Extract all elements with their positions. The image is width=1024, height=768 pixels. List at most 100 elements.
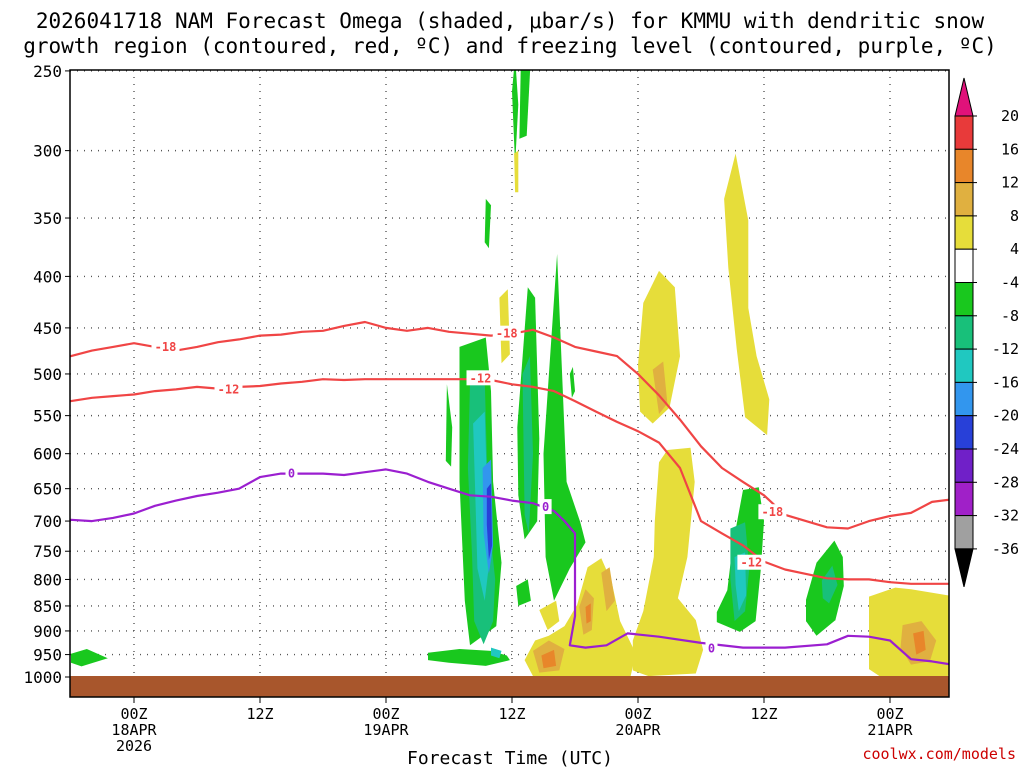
contour-label-bg bbox=[705, 640, 718, 656]
colorbar-bin bbox=[954, 248, 974, 283]
contour-label-bg bbox=[151, 338, 180, 354]
contour-label: -18 bbox=[496, 327, 518, 341]
contour-label-bg bbox=[737, 554, 766, 570]
x-tick-label: 00Z bbox=[624, 705, 651, 723]
x-axis-title: Forecast Time (UTC) bbox=[407, 748, 613, 768]
x-tick-label: 12Z bbox=[750, 705, 777, 723]
y-tick-label: 550 bbox=[33, 407, 62, 426]
omega-region bbox=[512, 70, 519, 165]
omega-region bbox=[632, 447, 704, 677]
colorbar-bin bbox=[954, 315, 974, 350]
x-tick-label: 00Z bbox=[876, 705, 903, 723]
colorbar-bin bbox=[954, 282, 974, 317]
colorbar-tick-label: 4 bbox=[1010, 240, 1019, 258]
colorbar-bin bbox=[954, 515, 974, 550]
contour-label: 0 bbox=[708, 642, 715, 656]
x-tick-label: 12Z bbox=[498, 705, 525, 723]
omega-region bbox=[445, 384, 453, 467]
omega-region bbox=[585, 603, 591, 624]
colorbar-bin bbox=[954, 348, 974, 383]
colorbar-tick-label: 12 bbox=[1001, 174, 1019, 192]
colorbar-bin bbox=[954, 481, 974, 517]
colorbar-bin bbox=[954, 148, 974, 184]
contour-label: -12 bbox=[218, 382, 240, 396]
y-tick-label: 650 bbox=[33, 480, 62, 499]
plot-area: -18 -18 -18 -12 -12 -12 0 0 0 bbox=[69, 69, 950, 698]
y-tick-label: 800 bbox=[33, 570, 62, 589]
colorbar-tick-label: 8 bbox=[1010, 207, 1019, 225]
colorbar-bin bbox=[954, 381, 974, 417]
omega-region bbox=[486, 483, 493, 560]
colorbar-tick-label: -20 bbox=[992, 407, 1019, 425]
contour-label-bg bbox=[492, 325, 521, 341]
colorbar-tick-label: -24 bbox=[992, 440, 1019, 458]
colorbar-bin bbox=[954, 215, 974, 250]
x-tick-label: 2026 bbox=[116, 737, 152, 755]
y-tick-label: 900 bbox=[33, 622, 62, 641]
terrain-ground bbox=[70, 676, 949, 697]
omega-region bbox=[541, 649, 557, 669]
colorbar-top-arrow bbox=[954, 77, 974, 117]
colorbar-bin bbox=[954, 448, 974, 483]
omega-region bbox=[543, 254, 586, 601]
contour-label: -12 bbox=[741, 556, 763, 570]
y-tick-label: 850 bbox=[33, 597, 62, 616]
colorbar-bin bbox=[954, 182, 974, 217]
omega-region bbox=[516, 579, 531, 606]
omega-region bbox=[569, 366, 575, 398]
contour-label: -18 bbox=[762, 505, 784, 519]
y-tick-label: 500 bbox=[33, 365, 62, 384]
chart-title: 2026041718 NAM Forecast Omega (shaded, μ… bbox=[23, 9, 997, 58]
omega-region bbox=[484, 198, 491, 249]
contour-label: 0 bbox=[288, 467, 295, 481]
contours: -18 -18 -18 -12 -12 -12 0 0 0 bbox=[70, 320, 949, 666]
contour-label-bg bbox=[539, 499, 552, 515]
contour-line bbox=[70, 468, 949, 666]
omega-region bbox=[913, 630, 926, 655]
chart-title-line-2: growth region (contoured, red, ºC) and f… bbox=[23, 34, 997, 58]
x-tick-label: 00Z bbox=[372, 705, 399, 723]
colorbar-tick-label: -16 bbox=[992, 373, 1019, 391]
contour-label-bg bbox=[285, 465, 298, 481]
contour-label-bg bbox=[214, 381, 243, 397]
colorbar-bin bbox=[954, 115, 974, 150]
y-tick-label: 350 bbox=[33, 209, 62, 228]
y-tick-label: 400 bbox=[33, 267, 62, 286]
colorbar-tick-label: -4 bbox=[1001, 274, 1019, 292]
omega-region bbox=[71, 649, 108, 667]
chart-title-line-1: 2026041718 NAM Forecast Omega (shaded, μ… bbox=[36, 9, 985, 33]
contour-label: -12 bbox=[470, 371, 492, 385]
x-tick-label: 21APR bbox=[867, 721, 913, 739]
omega-region bbox=[491, 647, 502, 659]
omega-region bbox=[473, 411, 490, 601]
colorbar-tick-label: -8 bbox=[1001, 307, 1019, 325]
colorbar: 20 16 12 8 4 -4 -8 -12 -16 -20 -24 -28 -32 -36 bbox=[954, 77, 1019, 588]
colorbar-bin bbox=[954, 415, 974, 450]
y-tick-label: 450 bbox=[33, 319, 62, 338]
omega-region bbox=[601, 567, 615, 612]
y-tick-label: 250 bbox=[33, 62, 62, 81]
omega-region bbox=[522, 356, 533, 534]
x-tick-label: 00Z bbox=[120, 705, 147, 723]
x-tick-label: 19APR bbox=[363, 721, 409, 739]
colorbar-tick-label: 16 bbox=[1001, 140, 1019, 158]
colorbar-tick-label: 20 bbox=[1001, 107, 1019, 125]
omega-region bbox=[514, 150, 519, 193]
colorbar-tick-label: -12 bbox=[992, 340, 1019, 358]
omega-region bbox=[724, 153, 770, 436]
x-tick-label: 20APR bbox=[615, 721, 661, 739]
omega-region bbox=[519, 70, 531, 139]
colorbar-bottom-arrow bbox=[954, 548, 974, 588]
colorbar-tick-label: -32 bbox=[992, 507, 1019, 525]
contour-label: 0 bbox=[542, 500, 549, 514]
y-axis: 250 300 350 400 450 500 550 600 650 700 750 800 850 9… bbox=[23, 62, 70, 687]
omega-region bbox=[539, 600, 560, 630]
y-tick-label: 750 bbox=[33, 542, 62, 561]
omega-region bbox=[428, 649, 510, 666]
contour-label-bg bbox=[758, 504, 787, 520]
y-tick-label: 950 bbox=[33, 646, 62, 665]
credit-link[interactable]: coolwx.com/models bbox=[862, 745, 1016, 763]
y-tick-label: 600 bbox=[33, 445, 62, 464]
